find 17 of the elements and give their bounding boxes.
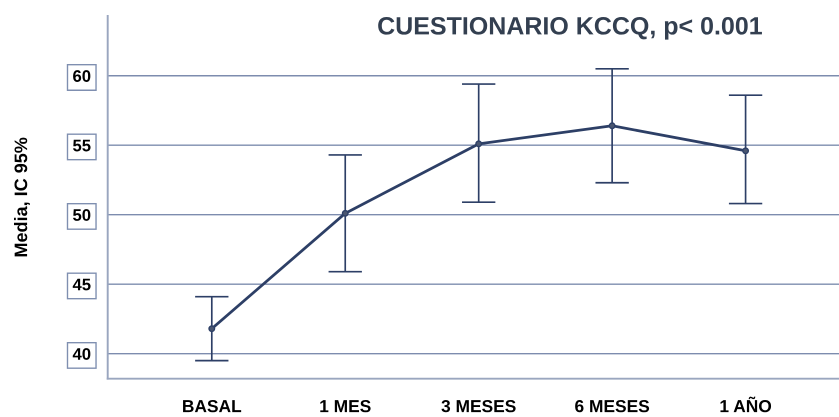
y-tick-label: 40 — [72, 348, 90, 360]
y-tick-label: 50 — [73, 209, 90, 221]
x-tick-label: 1 MES — [320, 400, 371, 412]
x-tick-label: BASAL — [183, 400, 242, 412]
x-tick-label: 1 AÑO — [720, 396, 772, 412]
chart-title: CUESTIONARIO KCCQ, p< 0.001 — [378, 16, 762, 40]
point — [742, 147, 750, 154]
x-tick-label: 6 MESES — [575, 400, 650, 412]
point — [208, 325, 216, 332]
y-tick-label: 60 — [73, 70, 90, 82]
point — [608, 122, 616, 130]
point — [475, 140, 482, 148]
y-tick-label: 55 — [73, 140, 91, 152]
y-axis-title: Media, IC 95% — [14, 138, 30, 256]
x-tick-label: 3 MESES — [441, 400, 516, 412]
point — [342, 210, 349, 217]
y-tick-label: 45 — [72, 278, 91, 290]
